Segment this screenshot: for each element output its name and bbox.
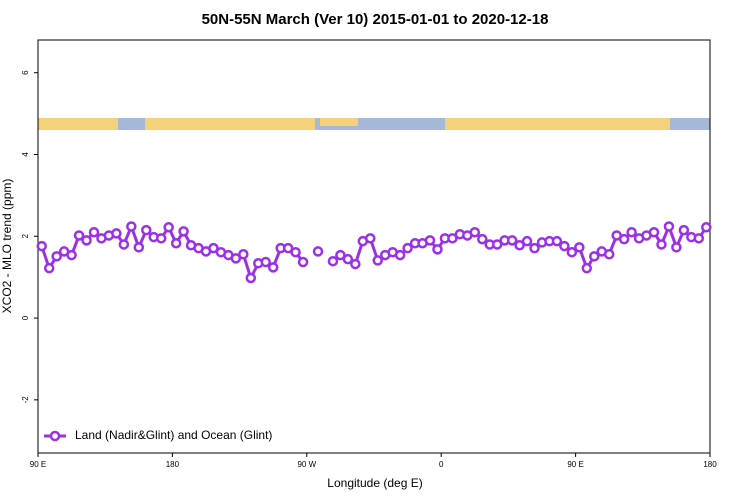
data-point (514, 240, 525, 251)
data-point (477, 233, 488, 245)
data-point (327, 255, 339, 267)
data-point (51, 251, 62, 262)
data-point (506, 235, 518, 246)
land-ocean-strip (38, 118, 710, 130)
x-tick-label: 180 (703, 460, 717, 469)
data-point (178, 226, 189, 237)
data-point (350, 258, 361, 270)
data-point (589, 251, 600, 262)
data-point (290, 246, 301, 258)
land-band (445, 118, 670, 130)
y-axis-label: XCO2 - MLO trend (ppm) (0, 179, 14, 314)
y-tick-label: -2 (21, 396, 30, 404)
data-point (36, 240, 47, 252)
data-point (170, 237, 182, 249)
data-point (671, 242, 682, 253)
data-point (88, 226, 100, 238)
data-point (402, 242, 413, 254)
data-point (424, 235, 436, 246)
data-point (267, 262, 279, 273)
legend-marker (49, 430, 61, 442)
data-point (574, 242, 585, 253)
data-point (155, 233, 167, 244)
data-point (551, 235, 563, 247)
data-point (141, 224, 152, 236)
data-point (693, 233, 705, 244)
x-tick-label: 90 E (567, 460, 583, 469)
data-point (118, 239, 130, 250)
data-point (432, 244, 443, 255)
data-point (372, 255, 383, 266)
data-point (111, 228, 122, 239)
data-point (126, 221, 137, 232)
data-point (618, 233, 630, 245)
data-point (701, 222, 712, 233)
data-point (342, 253, 354, 265)
data-point (66, 249, 77, 261)
data-point (335, 249, 346, 261)
x-tick-label: 90 E (30, 460, 46, 469)
data-point (260, 256, 271, 268)
data-point (208, 242, 219, 254)
chart-title: 50N-55N March (Ver 10) 2015-01-01 to 202… (202, 11, 549, 28)
data-point (581, 262, 593, 274)
data-point (230, 253, 242, 264)
data-point (81, 235, 92, 246)
data-point (469, 226, 481, 238)
y-tick-label: 0 (21, 315, 30, 320)
data-point (43, 262, 55, 274)
data-point (626, 226, 637, 238)
data-point (559, 240, 570, 252)
data-point (566, 246, 578, 258)
data-point (678, 224, 690, 236)
data-point (238, 249, 249, 260)
land-band (320, 118, 358, 126)
land-band (38, 118, 118, 130)
y-tick-label: 4 (21, 152, 30, 157)
y-tick-label: 6 (21, 70, 30, 75)
legend-label: Land (Nadir&Glint) and Ocean (Glint) (75, 428, 272, 442)
data-point (163, 222, 174, 233)
data-point (656, 239, 667, 250)
data-point (663, 221, 675, 232)
x-axis-label: Longitude (deg E) (327, 476, 422, 490)
data-point (297, 256, 309, 268)
data-point (365, 233, 376, 244)
data-point (529, 242, 540, 254)
data-point (73, 230, 85, 241)
x-tick-label: 180 (166, 460, 180, 469)
x-tick-label: 0 (439, 460, 444, 469)
land-band (145, 118, 315, 130)
data-point (245, 272, 257, 284)
data-point (603, 249, 615, 260)
data-point (282, 242, 294, 254)
data-point (312, 246, 324, 257)
data-point (133, 242, 145, 253)
data-point (491, 239, 503, 250)
data-point (394, 249, 406, 261)
data-point (521, 235, 533, 247)
data-point (648, 226, 660, 238)
y-tick-label: 2 (21, 234, 30, 239)
data-point (447, 233, 458, 244)
x-tick-label: 90 W (297, 460, 316, 469)
